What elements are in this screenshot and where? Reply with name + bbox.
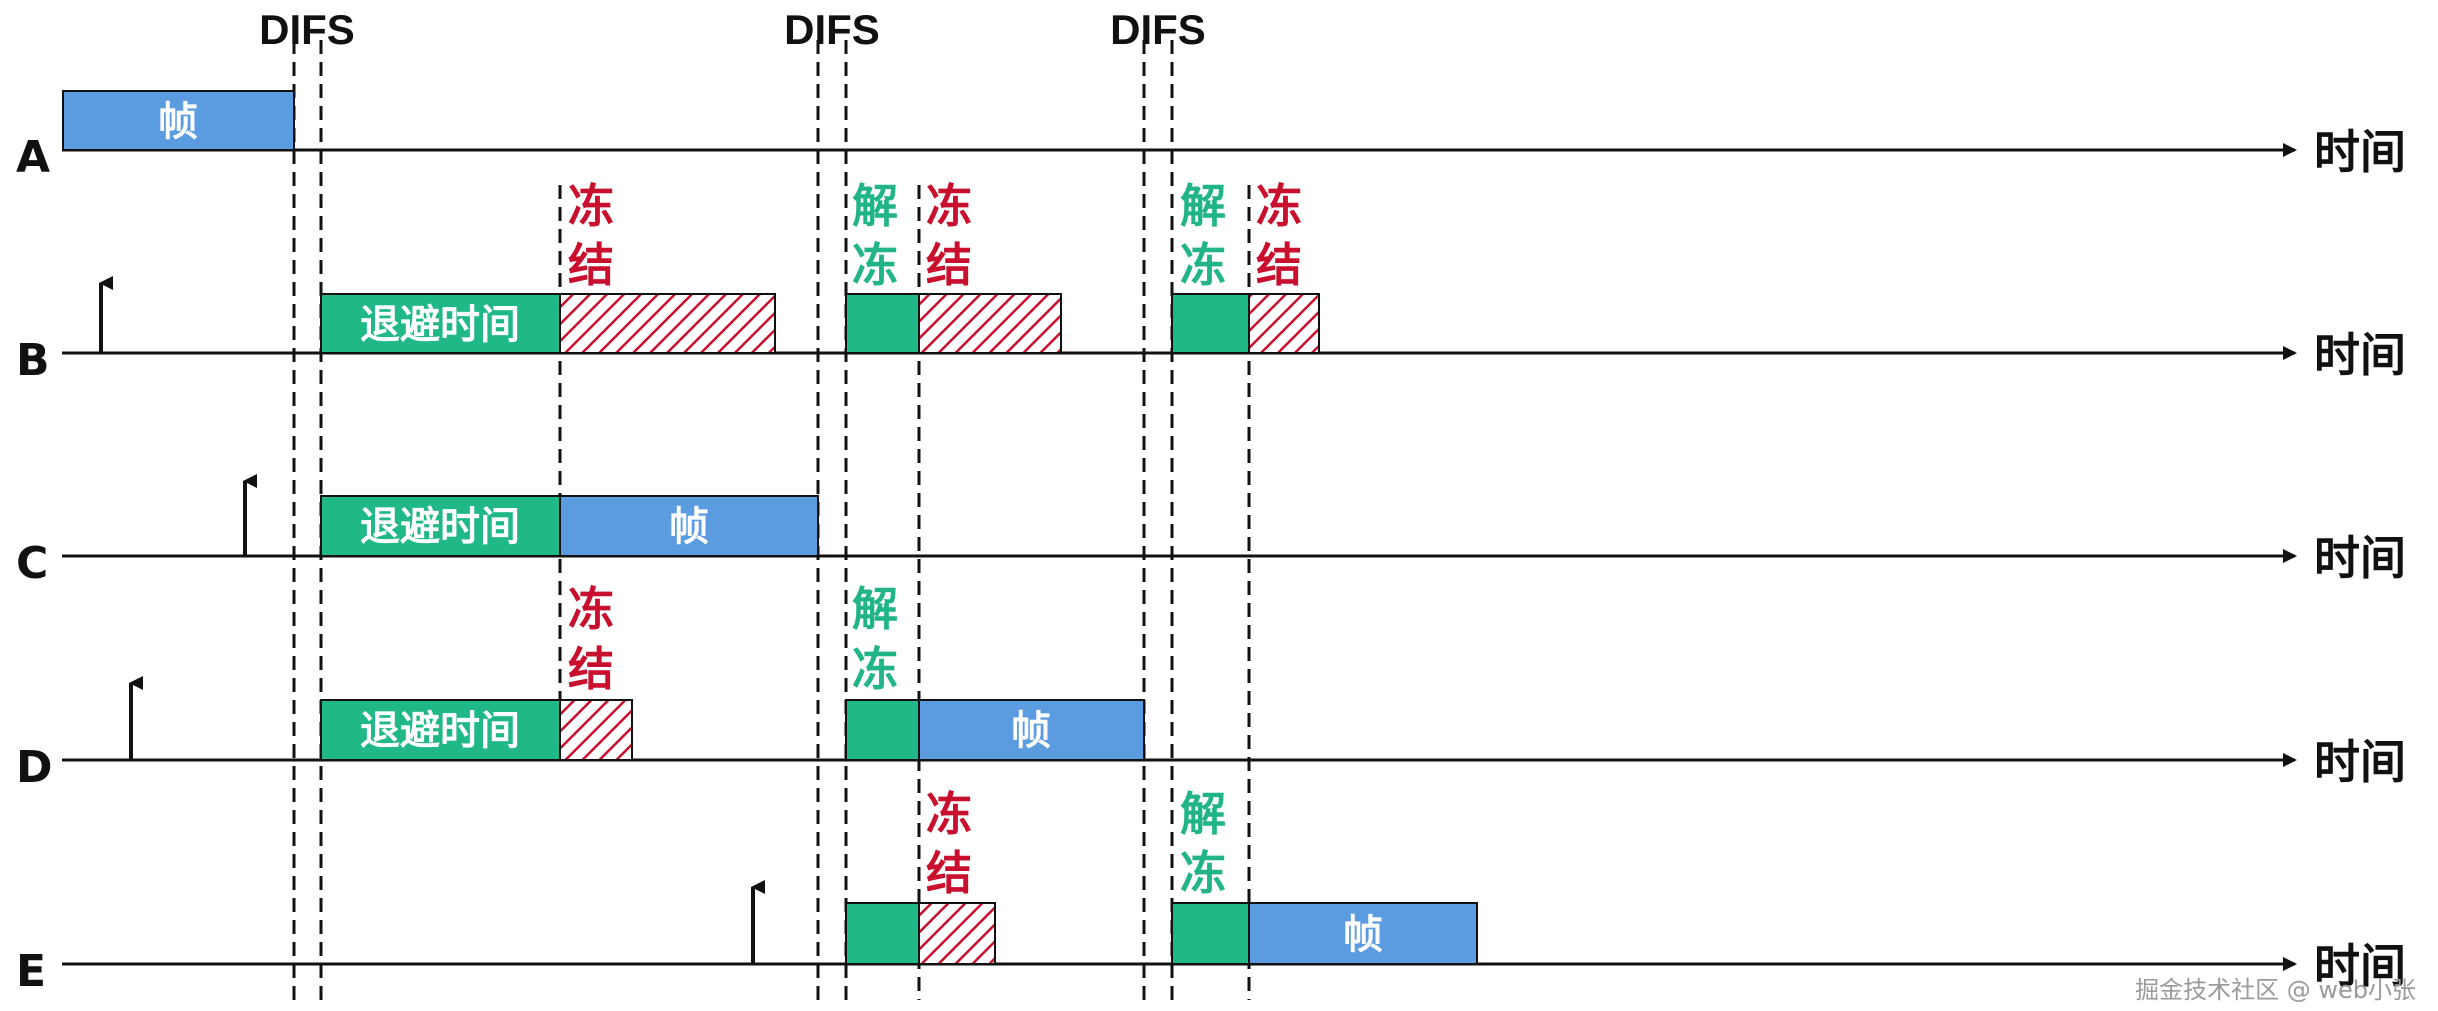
freeze-note-b-1b: 结 [568,238,614,292]
frozen-box-e [918,902,996,965]
thaw-note-e-2a: 解 [1180,787,1226,841]
backoff-box-d-2 [845,699,920,761]
backoff-label-b: 退避时间 [360,302,520,348]
backoff-box-b-2 [845,293,920,354]
watermark: 掘金技术社区 @ web小张 [2135,976,2416,1004]
frame-label-c: 帧 [669,504,709,550]
backoff-box-b [320,293,561,354]
frame-box-d [918,699,1145,761]
row-label-d: D [16,742,53,793]
freeze-note-e-1a: 冻 [926,787,972,841]
frame-box-a [62,90,295,151]
thaw-note-b-3b: 冻 [1180,238,1226,292]
thaw-note-b-2a: 解 [852,179,898,233]
frame-box-e [1248,902,1478,965]
frozen-box-d [559,699,633,761]
frame-box-c [559,495,819,557]
backoff-box-e-2 [1171,902,1250,965]
thaw-note-d-2a: 解 [852,582,898,636]
difs-label-3: DIFS [1110,6,1206,53]
freeze-note-b-3a: 冻 [1256,179,1302,233]
backoff-box-b-3 [1171,293,1250,354]
thaw-note-e-2b: 冻 [1180,846,1226,900]
thaw-note-b-3a: 解 [1180,179,1226,233]
frame-label-e: 帧 [1343,912,1383,958]
frame-label-d: 帧 [1011,708,1051,754]
difs-label-2: DIFS [784,6,880,53]
time-label-c: 时间 [2314,531,2406,585]
freeze-note-b-2b: 结 [926,238,972,292]
freeze-note-d-1b: 结 [568,642,614,696]
backoff-label-d: 退避时间 [360,708,520,754]
thaw-note-b-2b: 冻 [852,238,898,292]
thaw-note-d-2b: 冻 [852,642,898,696]
difs-label-1: DIFS [259,6,355,53]
row-label-e: E [16,946,46,997]
backoff-box-e [845,902,920,965]
frozen-box-b-2 [918,293,1062,354]
frame-label-a: 帧 [158,99,198,145]
row-label-c: C [16,538,48,589]
freeze-note-b-2a: 冻 [926,179,972,233]
time-label-e: 时间 [2314,939,2406,993]
frozen-box-b-1 [559,293,776,354]
freeze-note-e-1b: 结 [926,846,972,900]
time-label-d: 时间 [2314,735,2406,789]
row-label-a: A [16,132,50,183]
time-label-b: 时间 [2314,328,2406,382]
row-label-b: B [16,335,50,386]
arrival-arrows [99,276,765,964]
freeze-note-d-1a: 冻 [568,582,614,636]
time-label-a: 时间 [2314,125,2406,179]
freeze-note-b-1a: 冻 [568,179,614,233]
freeze-note-b-3b: 结 [1256,238,1302,292]
backoff-label-c: 退避时间 [360,504,520,550]
frozen-box-b-3 [1248,293,1320,354]
